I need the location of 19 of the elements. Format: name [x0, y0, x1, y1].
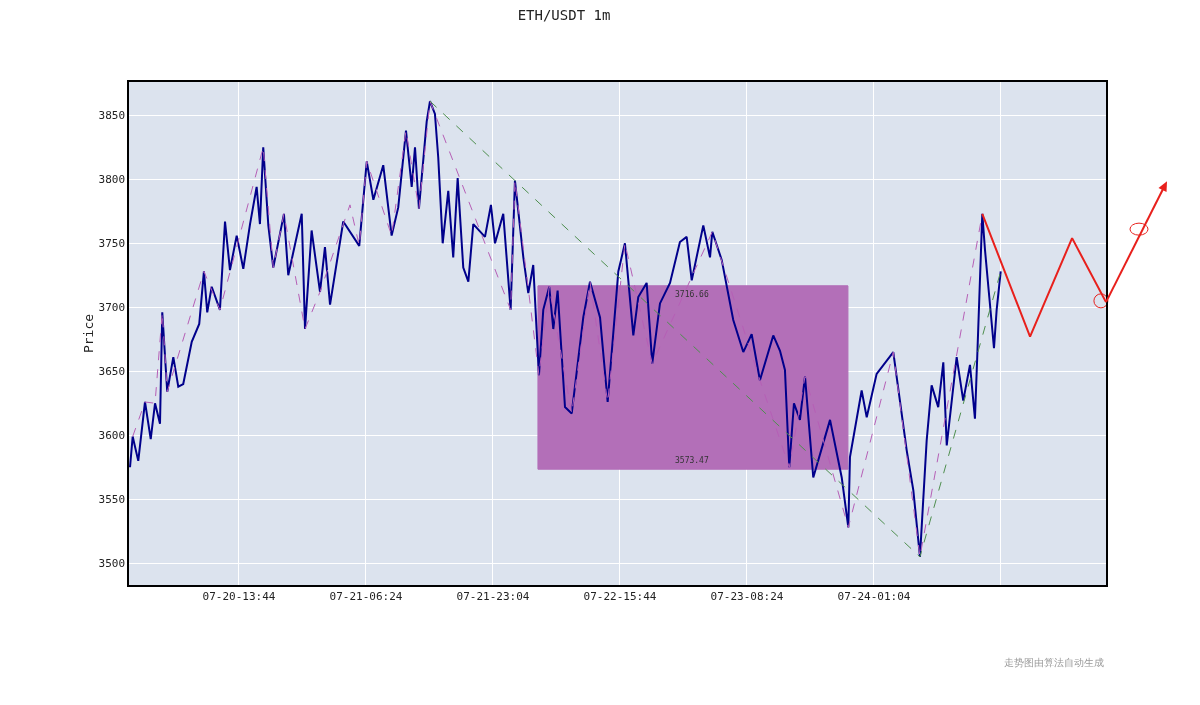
y-tick-label: 3750	[98, 237, 126, 251]
x-tick-label: 07-21-23:04	[456, 589, 530, 603]
y-axis-title: Price	[80, 313, 96, 354]
chart-title: ETH/USDT 1m	[517, 7, 611, 24]
y-tick-label: 3850	[98, 109, 126, 123]
annotation: 3573.47	[675, 456, 709, 465]
y-tick-label: 3700	[98, 301, 126, 315]
y-tick-label: 3800	[98, 173, 126, 187]
text: 走势图由算法自动生成	[1004, 657, 1104, 668]
x-tick-label: 07-20-13:44	[202, 589, 276, 603]
x-tick-label: 07-23-08:24	[710, 589, 784, 603]
annotation: 3716.66	[675, 290, 709, 299]
x-tick-label: 07-24-01:04	[837, 589, 911, 603]
x-tick-label: 07-22-15:44	[583, 589, 657, 603]
x-tick-label: 07-21-06:24	[329, 589, 403, 603]
y-tick-label: 3500	[98, 557, 126, 571]
y-tick-label: 3600	[98, 429, 126, 443]
y-tick-label: 3550	[98, 493, 126, 507]
y-tick-label: 3650	[98, 365, 126, 379]
